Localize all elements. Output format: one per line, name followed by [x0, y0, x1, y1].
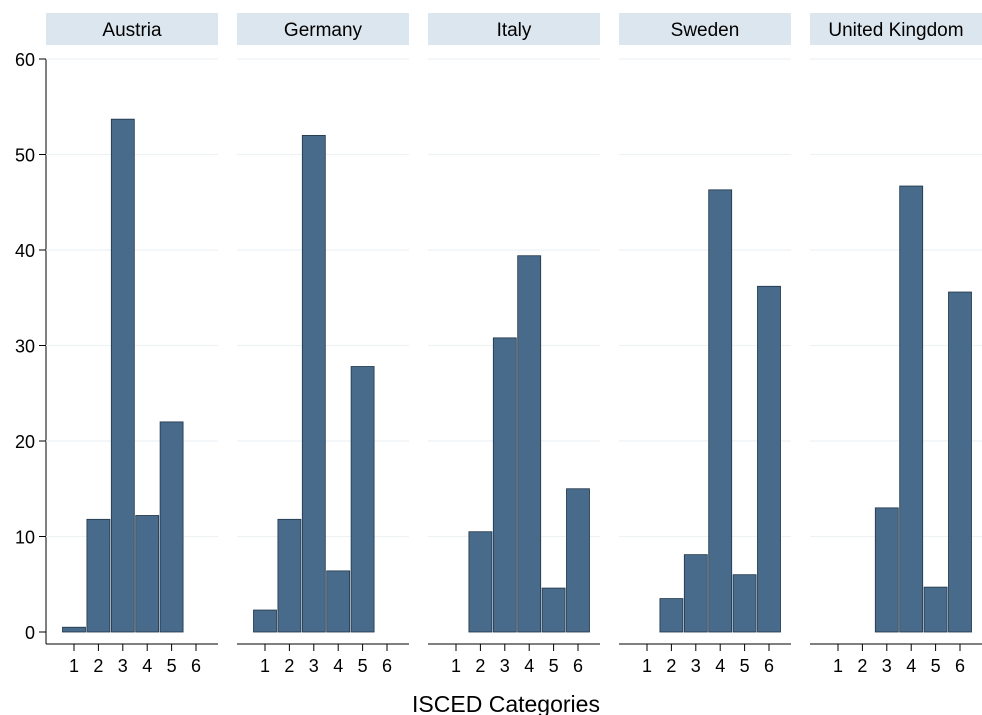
x-tick-label: 4: [524, 656, 534, 676]
x-tick-label: 1: [833, 656, 843, 676]
x-tick-label: 6: [764, 656, 774, 676]
panel-title: Austria: [102, 20, 162, 41]
x-tick-label: 6: [382, 656, 392, 676]
bar: [110, 118, 135, 633]
x-tick-label: 4: [906, 656, 916, 676]
panel-strip: [237, 13, 409, 45]
bar: [159, 421, 184, 633]
bar: [253, 609, 277, 633]
x-tick-label: 6: [955, 656, 965, 676]
panel-title: Italy: [497, 20, 532, 41]
x-tick-label: 4: [142, 656, 152, 676]
panel-germany: Germany 1 2 3 4 5 6: [237, 13, 409, 676]
bar: [874, 507, 899, 633]
panel-strip: [810, 13, 982, 45]
bar: [923, 586, 948, 633]
x-tick-label: 1: [451, 656, 461, 676]
panel-strip: [428, 13, 600, 45]
bar: [135, 515, 160, 633]
x-tick-label: 3: [500, 656, 510, 676]
x-tick-label: 1: [69, 656, 79, 676]
panel-strip: [46, 13, 218, 45]
x-tick-label: 5: [931, 656, 941, 676]
bar: [492, 337, 517, 633]
x-tick-label: 3: [118, 656, 128, 676]
bar: [277, 518, 302, 633]
panel-strip: [619, 13, 791, 45]
bar: [566, 488, 590, 633]
bar: [301, 134, 326, 633]
panel-title: Germany: [284, 20, 363, 41]
x-tick-label: 2: [666, 656, 676, 676]
x-tick-label: 2: [857, 656, 867, 676]
x-tick-label: 2: [93, 656, 103, 676]
x-tick-label: 3: [691, 656, 701, 676]
x-tick-label: 3: [309, 656, 319, 676]
x-tick-label: 5: [167, 656, 177, 676]
bar: [541, 587, 566, 633]
bar: [350, 366, 375, 633]
bar: [899, 185, 924, 633]
panel-title: United Kingdom: [828, 20, 963, 41]
bar: [948, 291, 972, 633]
x-tick-label: 2: [475, 656, 485, 676]
x-tick-label: 4: [333, 656, 343, 676]
x-tick-label: 1: [642, 656, 652, 676]
y-tick-label: 20: [15, 432, 35, 452]
panel-austria: Austria 1 2 3 4 5 6: [46, 13, 218, 676]
x-tick-label: 5: [549, 656, 559, 676]
y-tick-label: 40: [15, 241, 35, 261]
panel-title: Sweden: [671, 20, 740, 41]
y-tick-label: 10: [15, 528, 35, 548]
panel-sweden: Sweden 1 2 3 4 5 6: [619, 13, 791, 676]
y-tick-label: 30: [15, 337, 35, 357]
x-tick-label: 1: [260, 656, 270, 676]
y-tick-label: 0: [25, 623, 35, 643]
bar: [683, 554, 708, 633]
y-axis: 0 10 20 30 40 50 60: [15, 50, 47, 644]
bar: [517, 255, 542, 633]
panel-united-kingdom: United Kingdom 1 2 3 4 5 6: [810, 13, 982, 676]
panel-italy: Italy 1 2 3 4 5 6: [428, 13, 600, 676]
bar: [659, 598, 684, 633]
x-tick-label: 3: [882, 656, 892, 676]
x-tick-label: 6: [191, 656, 201, 676]
bar: [708, 189, 733, 633]
x-tick-label: 5: [358, 656, 368, 676]
bar: [732, 574, 757, 633]
x-tick-label: 5: [740, 656, 750, 676]
x-tick-label: 4: [715, 656, 725, 676]
bar: [62, 626, 86, 633]
bar: [757, 285, 781, 633]
x-tick-label: 6: [573, 656, 583, 676]
y-tick-label: 50: [15, 146, 35, 166]
bar: [326, 570, 351, 633]
x-axis-title: ISCED Categories: [412, 691, 600, 715]
x-tick-label: 2: [284, 656, 294, 676]
y-tick-label: 60: [15, 50, 35, 70]
bar: [86, 518, 111, 633]
bar: [468, 531, 493, 633]
